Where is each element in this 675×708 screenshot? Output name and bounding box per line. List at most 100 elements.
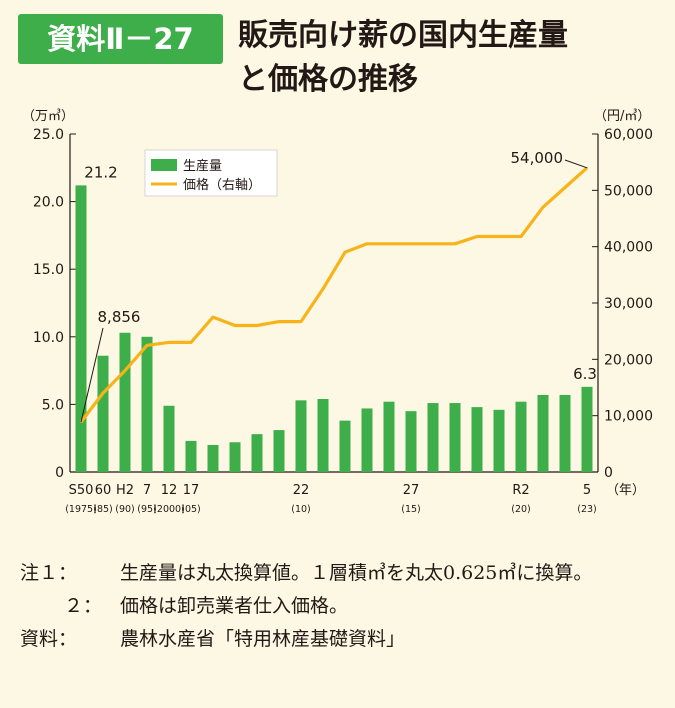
left-tick-label: 15.0 (33, 262, 64, 278)
x-tick-label: 7 (143, 483, 151, 498)
point-price (300, 320, 302, 323)
legend-label-price: 価格（右軸） (183, 177, 261, 193)
bar-production (405, 411, 417, 472)
left-axis-unit: （万㎥） (22, 109, 74, 124)
x-tick-sublabel: (85) (93, 504, 113, 515)
point-price (278, 320, 280, 323)
point-price (476, 235, 478, 238)
figure-number: 資料Ⅱ－27 (47, 22, 194, 56)
x-tick-sublabel: (2000) (153, 504, 185, 515)
right-tick-label: 30,000 (604, 296, 653, 312)
point-price (256, 324, 258, 327)
point-price (542, 206, 544, 209)
right-tick-label: 50,000 (604, 183, 653, 199)
x-tick-label: H2 (116, 483, 134, 498)
annotation-first-bar: 21.2 (84, 163, 117, 181)
point-price (388, 243, 390, 245)
point-price (102, 392, 104, 394)
point-price (124, 369, 126, 372)
legend-swatch-production (151, 159, 177, 171)
bar-production (581, 386, 593, 472)
combo-chart: 25.0 20.0 15.0 10.0 5.0 0 60,000 50,000 40,000 30… (22, 109, 653, 515)
x-tick-label: 60 (95, 483, 112, 498)
note-1-label: 注１： (20, 562, 78, 584)
x-tick-sublabel: (15) (401, 504, 421, 515)
source-text: 農林水産省「特用林産基礎資料」 (120, 628, 406, 650)
bar-production (97, 355, 109, 472)
point-price (212, 316, 214, 318)
point-price (564, 186, 566, 189)
bar-production (493, 409, 505, 472)
bar-production (537, 394, 549, 472)
right-tick-label: 40,000 (604, 240, 653, 256)
point-price (454, 243, 456, 245)
bar-production (449, 403, 461, 472)
point-price (432, 243, 434, 245)
note-1: 注１： 生産量は丸太換算値。１層積㎥を丸太0.625㎥に換算。 (20, 557, 670, 590)
line-price (79, 166, 589, 424)
left-tick-label: 20.0 (33, 195, 64, 211)
x-tick-sublabel: (95) (137, 504, 157, 515)
annotation-last-bar: 6.3 (573, 365, 597, 383)
x-tick-label: 5 (583, 483, 591, 498)
point-price (366, 243, 368, 245)
bar-production (317, 398, 329, 472)
annotation-leader-first-price (80, 327, 104, 423)
bar-production (251, 434, 263, 472)
point-price (190, 341, 192, 344)
x-tick-sublabel: (90) (115, 504, 135, 515)
right-axis-unit: （円/㎥） (594, 109, 650, 124)
x-tick-label: 17 (183, 483, 200, 498)
bar-production (141, 336, 153, 472)
legend-box (144, 149, 278, 197)
x-tick-sublabel: (1975) (65, 504, 97, 515)
point-price (168, 341, 170, 344)
chart-title: 販売向け薪の国内生産量 と価格の推移 (238, 14, 568, 102)
chart-title-line-1: 販売向け薪の国内生産量 (238, 18, 568, 53)
left-tick-label: 10.0 (33, 330, 64, 346)
bar-production (339, 420, 351, 472)
bar-production (185, 440, 197, 472)
left-tick-label: 25.0 (33, 127, 64, 143)
bar-production (207, 444, 219, 472)
point-price (344, 251, 346, 254)
figure-number-badge: 資料Ⅱ－27 (18, 14, 223, 64)
x-tick-sublabel: (05) (181, 504, 201, 515)
left-tick-label: 5.0 (42, 397, 64, 413)
bar-production (163, 405, 175, 472)
x-tick-label: R2 (512, 483, 529, 498)
note-2-text: 価格は卸売業者仕入価格。 (120, 595, 349, 617)
bar-production (229, 442, 241, 472)
point-price (498, 235, 500, 238)
bar-production (75, 185, 87, 472)
x-tick-label: 22 (293, 483, 310, 498)
bar-production (119, 332, 131, 472)
x-tick-label: 12 (161, 483, 178, 498)
bar-production (361, 408, 373, 472)
bar-production (383, 401, 395, 472)
chart-title-line-2: と価格の推移 (238, 62, 418, 97)
x-tick-sublabel: (10) (291, 504, 311, 515)
x-tick-label: S50 (69, 483, 94, 498)
source-note: 資料： 農林水産省「特用林産基礎資料」 (20, 623, 670, 656)
bar-production (295, 400, 307, 472)
annotation-last-price: 54,000 (511, 149, 564, 167)
note-1-text: 生産量は丸太換算値。１層積㎥を丸太0.625㎥に換算。 (120, 562, 593, 584)
bar-production (427, 403, 439, 472)
notes-block: 注１： 生産量は丸太換算値。１層積㎥を丸太0.625㎥に換算。 ２： 価格は卸売… (20, 557, 670, 656)
left-tick-label: 0 (55, 465, 64, 481)
bar-production (471, 407, 483, 472)
point-price (410, 243, 412, 245)
right-tick-label: 60,000 (604, 127, 653, 143)
bar-production (559, 394, 571, 472)
legend-label-production: 生産量 (183, 158, 222, 174)
bar-production (515, 401, 527, 472)
note-2-label: ２： (64, 595, 103, 617)
annotation-leader-last-price (564, 159, 588, 169)
right-tick-label: 20,000 (604, 352, 653, 368)
bar-production (273, 430, 285, 472)
point-price (234, 324, 236, 327)
note-2: ２： 価格は卸売業者仕入価格。 (20, 590, 670, 623)
point-price (520, 235, 522, 238)
x-tick-label: 27 (403, 483, 420, 498)
